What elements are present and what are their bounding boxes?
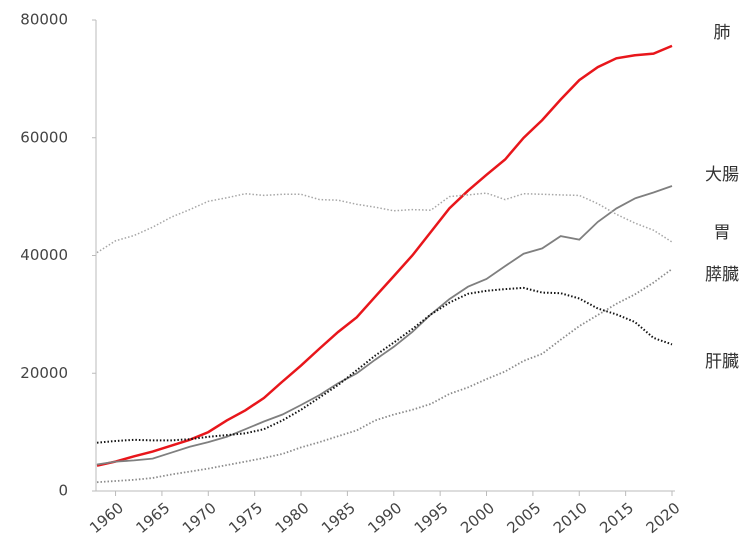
x-tick-label: 2020 [643, 499, 684, 537]
y-tick-label: 0 [58, 482, 68, 500]
x-tick-label: 1970 [179, 499, 220, 537]
x-tick-label: 2015 [596, 499, 637, 537]
legend-label: 膵臓 [705, 265, 739, 285]
x-tick-label: 1980 [272, 499, 313, 537]
series-line [96, 185, 673, 466]
x-tick-label: 2000 [457, 499, 498, 537]
x-tick-label: 1995 [411, 499, 452, 537]
y-tick-label: 80000 [20, 11, 68, 29]
series-line [96, 192, 673, 254]
x-tick-label: 1975 [225, 499, 266, 537]
x-tick-label: 2005 [504, 499, 545, 537]
x-tick-label: 1990 [364, 499, 405, 537]
series-line [96, 286, 673, 444]
x-tick-label: 1960 [86, 499, 127, 537]
legend-label: 肝臓 [705, 352, 739, 372]
legend-label: 胃 [714, 223, 731, 243]
legend-label: 肺 [714, 23, 731, 43]
x-tick-label: 1965 [133, 499, 174, 537]
x-tick-label: 1985 [318, 499, 359, 537]
y-tick-label: 60000 [20, 128, 68, 146]
x-tick-label: 2010 [550, 499, 591, 537]
series-line [96, 44, 673, 467]
y-tick-label: 40000 [20, 246, 68, 264]
legend-label: 大腸 [705, 165, 739, 185]
y-tick-label: 20000 [20, 364, 68, 382]
